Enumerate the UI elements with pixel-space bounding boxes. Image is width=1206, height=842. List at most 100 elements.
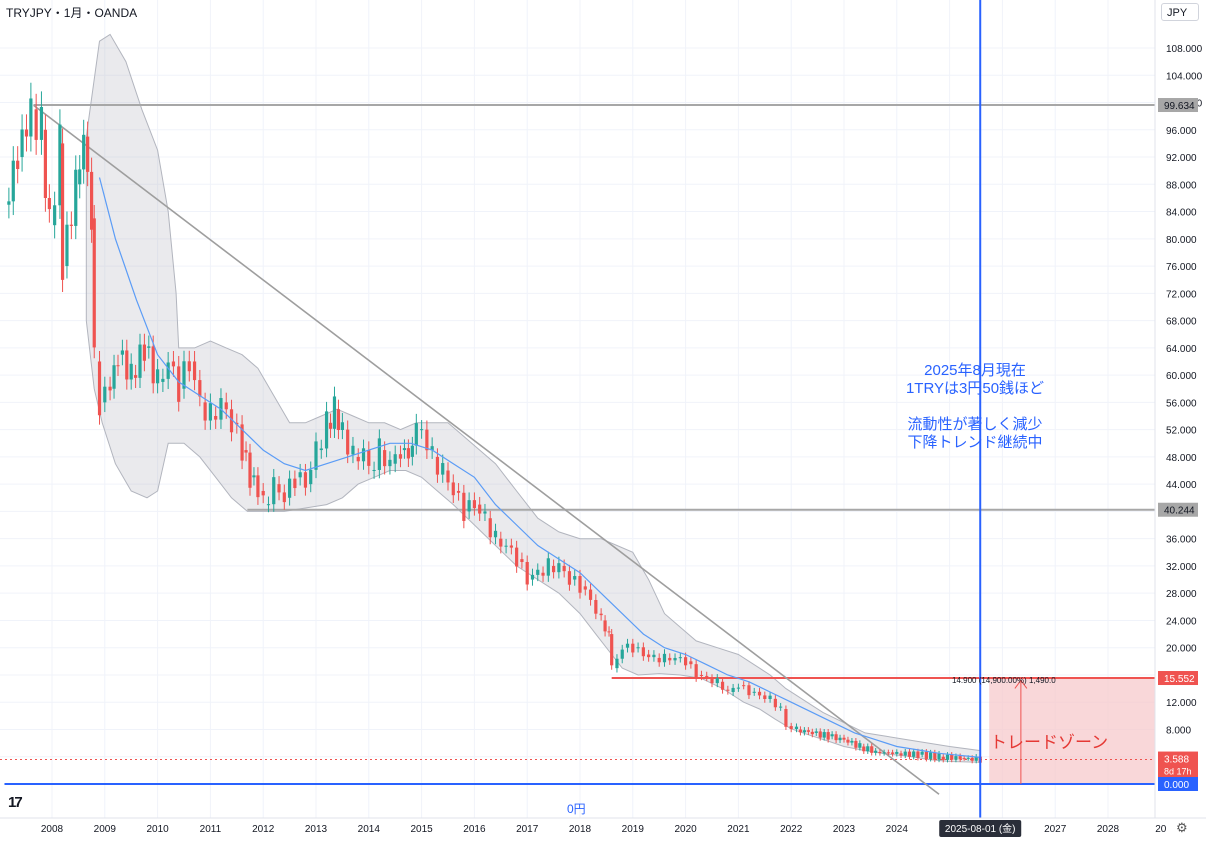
candle-body [58, 124, 62, 206]
candle-body [224, 402, 228, 410]
candle-body [171, 361, 176, 367]
candle-body [372, 469, 376, 471]
candle-body [108, 386, 112, 391]
time-tick-label: 2024 [886, 824, 909, 835]
candle-body [410, 445, 414, 457]
candle-body [488, 518, 492, 538]
candle-body [838, 737, 842, 741]
candle-body [866, 746, 870, 752]
price-label-1: 40.244 [1164, 506, 1195, 517]
candle-body [446, 470, 450, 483]
price-axis-panel [1155, 0, 1206, 842]
candle-body [557, 563, 561, 573]
time-tick-label: 2013 [305, 824, 328, 835]
candle-body [203, 402, 207, 421]
price-label-2: 15.552 [1164, 674, 1195, 685]
time-tick-label: 2022 [780, 824, 803, 835]
price-label-box-4 [1158, 777, 1198, 791]
candle-body [235, 422, 239, 425]
candle-body [757, 691, 762, 696]
candle-body [530, 574, 535, 580]
candle-body [834, 734, 838, 741]
candle-body [583, 586, 587, 590]
candle-body [899, 753, 903, 756]
time-tick-label: 2014 [358, 824, 381, 835]
candle-body [684, 657, 688, 666]
candle-body [142, 344, 146, 361]
candle-body [256, 475, 260, 498]
candle-body [69, 224, 73, 226]
price-tick-label: 60.000 [1166, 371, 1197, 382]
time-tick-label: 2023 [833, 824, 856, 835]
candle-body [731, 687, 735, 692]
candle-body [886, 752, 890, 754]
price-label-3: 3.588 [1164, 755, 1189, 766]
candle-body [536, 569, 540, 575]
candle-body [398, 454, 403, 459]
candle-body [822, 732, 826, 738]
candle-body [907, 751, 912, 757]
date-label: 2025-08-01 (金) [945, 822, 1016, 835]
candle-body [974, 756, 978, 761]
candle-body [773, 698, 777, 708]
candle-body [7, 201, 11, 205]
price-tick-label: 48.000 [1166, 453, 1197, 464]
currency-selector[interactable]: JPY [1161, 3, 1199, 21]
candle-body [802, 730, 806, 733]
candle-body [594, 600, 598, 614]
measure-arrow-head [1014, 679, 1028, 689]
candle-body [248, 452, 252, 488]
candle-body [74, 169, 78, 226]
annotation-current-line2: 1TRYは3円50銭ほど [905, 380, 1045, 397]
candle-body [647, 654, 651, 658]
time-tick-label: 2011 [200, 824, 222, 835]
candle-body [720, 681, 725, 690]
price-tick-label: 24.000 [1166, 616, 1197, 627]
time-tick-label: 2009 [94, 824, 117, 835]
candle-body [636, 647, 640, 649]
candle-body [657, 657, 661, 663]
candle-body [806, 730, 810, 732]
candle-body [319, 448, 323, 451]
price-tick-label: 36.000 [1166, 535, 1197, 546]
candle-body [47, 197, 51, 210]
candle-body [950, 754, 954, 760]
candle-body [314, 441, 318, 470]
candle-body [472, 500, 476, 509]
price-tick-label: 64.000 [1166, 344, 1197, 355]
price-label-box-3 [1158, 751, 1198, 778]
candle-body [483, 511, 487, 514]
candle-body [272, 477, 276, 505]
candle-body [156, 369, 160, 384]
price-tick-label: 80.000 [1166, 235, 1197, 246]
candle-body [261, 490, 265, 496]
annotation-trend-line2: 下降トレンド継続中 [907, 434, 1043, 451]
candle-body [430, 446, 434, 451]
candle-body [406, 448, 410, 459]
price-tick-label: 44.000 [1166, 480, 1197, 491]
candle-body [214, 416, 218, 420]
candle-body [92, 218, 96, 348]
candle-body [933, 752, 937, 760]
date-label-box [939, 820, 1022, 837]
candle-body [870, 746, 874, 753]
candle-body [620, 649, 624, 659]
candle-body [966, 757, 970, 759]
candle-body [467, 500, 471, 512]
candle-body [726, 689, 730, 691]
price-label-0: 99.634 [1164, 101, 1195, 112]
candle-body [747, 685, 751, 696]
candle-body [830, 734, 834, 737]
candle-body [694, 664, 698, 678]
chart-title: TRYJPY・1月・OANDA [6, 6, 138, 20]
gear-icon[interactable]: ⚙ [1176, 820, 1188, 835]
price-label-4: 0.000 [1164, 780, 1189, 791]
candle-body [763, 695, 767, 699]
trade-zone [989, 678, 1155, 784]
candle-body [493, 530, 498, 538]
candle-body [451, 482, 455, 496]
candle-body [462, 492, 466, 521]
candle-body [336, 409, 341, 431]
time-tick-label: 2019 [622, 824, 645, 835]
